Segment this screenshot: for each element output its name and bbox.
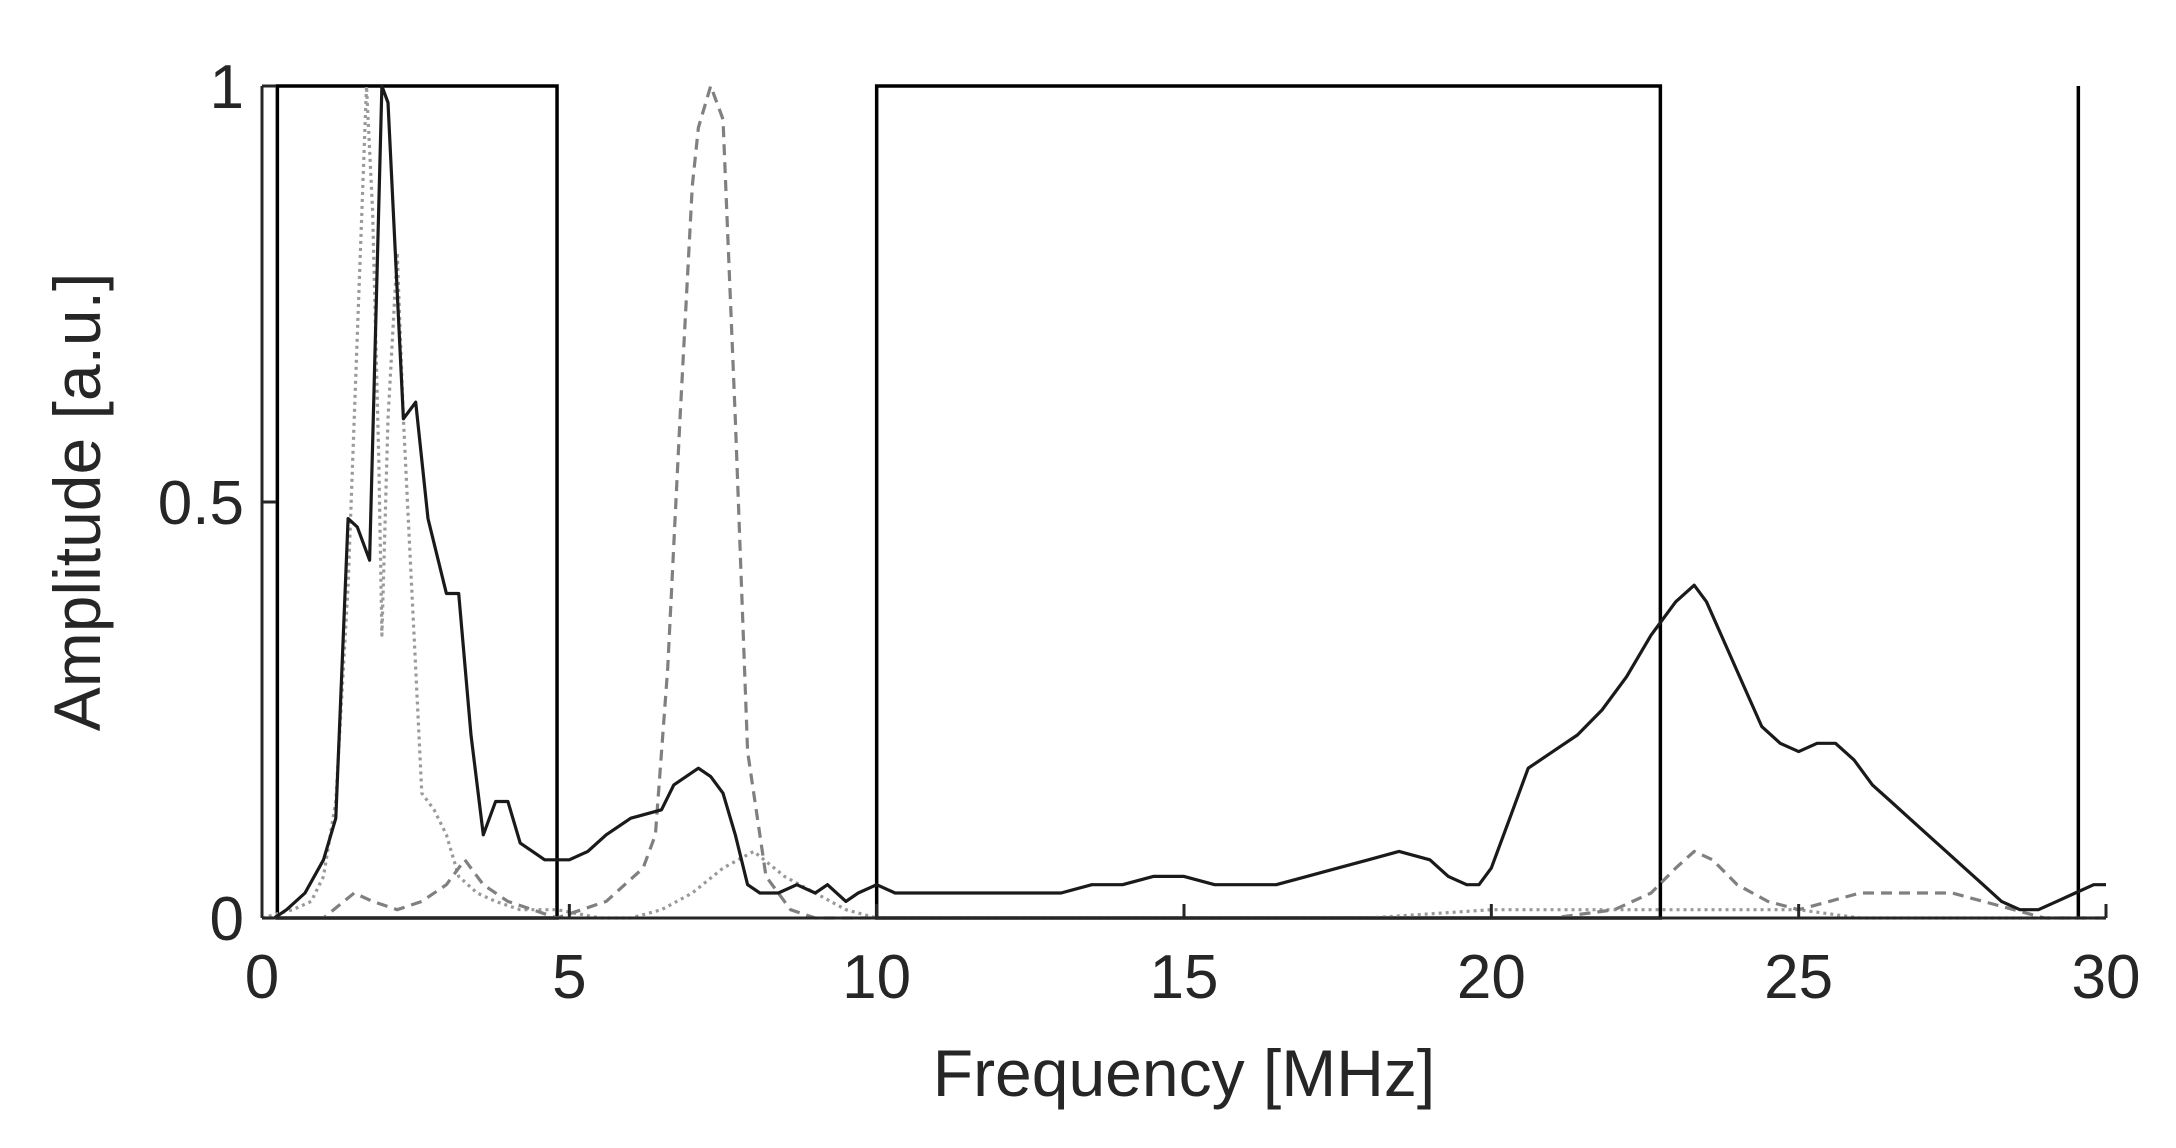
- x-tick-label: 25: [1764, 943, 1833, 1012]
- solid-spectrum-line: [273, 84, 2106, 920]
- y-tick-label: 0.5: [158, 469, 244, 538]
- y-axis-title: Amplitude [a.u.]: [40, 273, 114, 732]
- x-axis-title: Frequency [MHz]: [933, 1036, 1435, 1110]
- x-tick-label: 30: [2072, 943, 2141, 1012]
- x-tick-label: 15: [1150, 943, 1219, 1012]
- ticks: 0 5 10 15 20 25 30 0 0.5 1: [158, 53, 2141, 1012]
- frequency-band-box-2: [874, 84, 1663, 920]
- x-tick-label: 5: [552, 943, 586, 1012]
- x-tick-label: 20: [1457, 943, 1526, 1012]
- y-tick-label: 0: [210, 885, 244, 954]
- y-tick-label: 1: [210, 53, 244, 122]
- dotted-spectrum-line: [261, 84, 2106, 920]
- x-tick-label: 0: [245, 943, 279, 1012]
- frequency-band-boxes: [275, 84, 2081, 920]
- axes: [260, 86, 2106, 920]
- dashed-spectrum-line: [262, 84, 2106, 920]
- x-tick-label: 10: [842, 943, 911, 1012]
- spectrum-series: [261, 84, 2106, 920]
- frequency-band-box-1: [275, 84, 559, 920]
